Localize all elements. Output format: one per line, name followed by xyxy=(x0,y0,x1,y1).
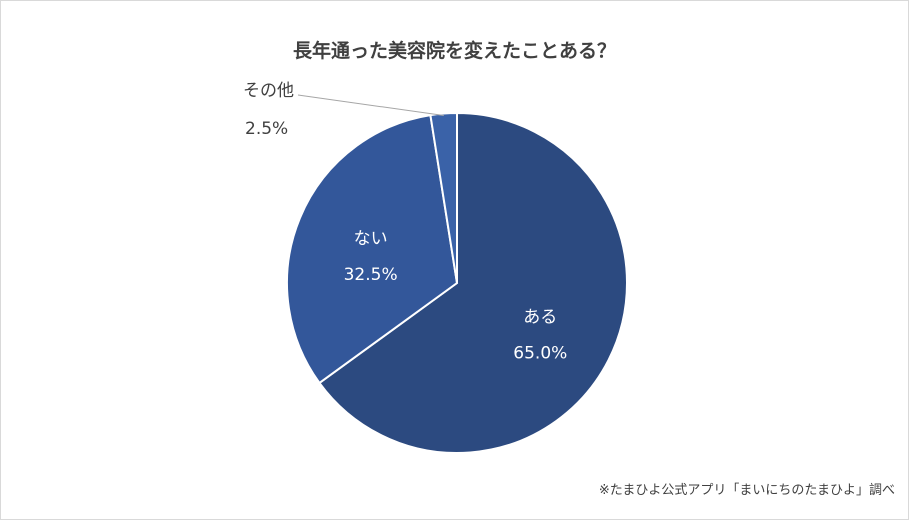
slice-value-label: 65.0% xyxy=(513,343,567,363)
chart-title: 長年通った美容院を変えたことある？ xyxy=(292,40,616,62)
slice-value-label: 32.5% xyxy=(344,265,398,285)
leader-line xyxy=(297,94,444,117)
source-note: ※たまひよ公式アプリ「まいにちのたまひよ」調べ xyxy=(598,483,895,498)
slice-label: ない xyxy=(354,229,388,249)
pie-slice-2 xyxy=(429,111,458,284)
slice-label: ある xyxy=(523,307,557,327)
pie-slice-0 xyxy=(318,111,628,454)
pie-slice-1 xyxy=(286,113,459,385)
slice-value-label: 2.5% xyxy=(245,119,288,139)
slice-label: その他 xyxy=(243,81,294,101)
